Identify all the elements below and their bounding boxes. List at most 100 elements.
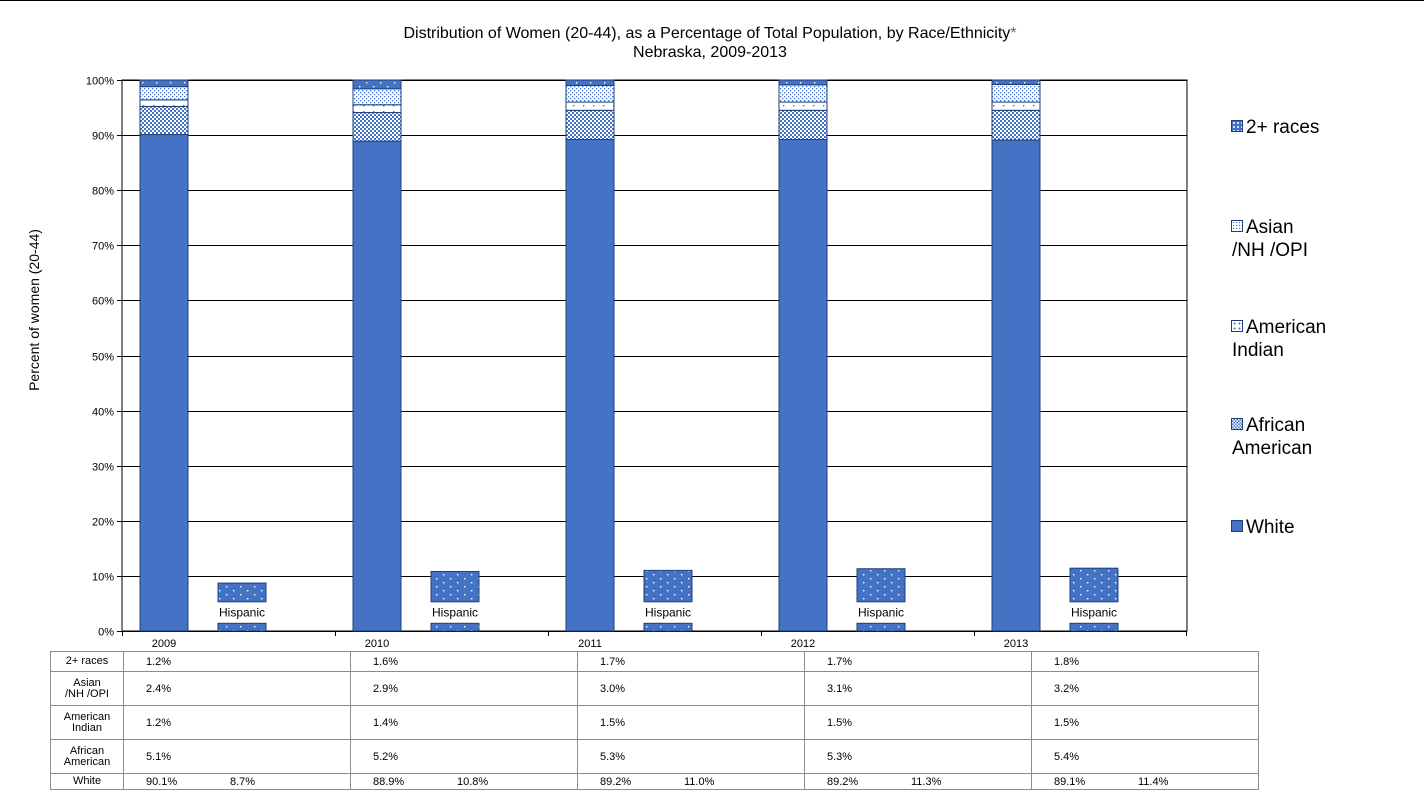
table-value: 88.9% xyxy=(373,775,405,788)
hispanic-bar-label: Hispanic xyxy=(432,606,478,620)
table-value: 89.2% xyxy=(600,775,632,788)
table-cell: 5.4% xyxy=(1031,739,1259,774)
legend-label: American xyxy=(1246,317,1327,338)
table-value: 89.2% xyxy=(827,775,859,788)
table-value: 5.4% xyxy=(1054,750,1080,763)
table-value: 1.7% xyxy=(600,655,626,668)
x-tick-label: 2009 xyxy=(152,638,176,650)
legend-item-asian-nh-opi: Asian/NH /OPI xyxy=(1231,216,1308,262)
row-label: African American xyxy=(50,739,124,774)
table-value: 1.2% xyxy=(146,716,172,729)
y-tick-label: 90% xyxy=(92,131,114,143)
x-tick-label: 2013 xyxy=(1004,638,1028,650)
hispanic-bar-label: Hispanic xyxy=(219,606,265,620)
table-cell: 89.2% 11.0% xyxy=(577,773,805,790)
table-row-asian-nh-opi: Asian/NH /OPI 2.4% 2.9% 3.0% 3.1% 3.2% xyxy=(50,671,1259,706)
legend-swatch xyxy=(1231,120,1243,132)
table-value: 90.1% xyxy=(146,775,178,788)
y-tick-label: 30% xyxy=(92,462,114,474)
y-tick-label: 0% xyxy=(98,627,114,639)
bar-hispanic-base xyxy=(643,622,693,632)
table-cell: 1.5% xyxy=(804,705,1032,740)
bar-american-indian xyxy=(991,101,1041,111)
table-cell: 89.1% 11.4% xyxy=(1031,773,1259,790)
table-value-hispanic: 10.8% xyxy=(457,775,489,788)
table-value: 2.9% xyxy=(373,682,399,695)
table-cell: 1.5% xyxy=(577,705,805,740)
bar-2-races xyxy=(139,79,189,88)
bar-asian-nh-opi xyxy=(991,83,1041,103)
bar-african-american xyxy=(778,109,828,141)
bar-hispanic xyxy=(643,569,693,603)
legend-item-2-races: 2+ races xyxy=(1231,116,1319,139)
bar-hispanic-base xyxy=(856,622,906,632)
legend-swatch xyxy=(1231,418,1243,430)
bar-asian-nh-opi xyxy=(139,86,189,101)
y-tick-label: 70% xyxy=(92,241,114,253)
table-value-hispanic: 11.0% xyxy=(684,775,715,788)
bar-asian-nh-opi xyxy=(778,84,828,103)
bar-hispanic xyxy=(217,582,267,603)
legend-label: /NH /OPI xyxy=(1232,240,1309,261)
legend-label: African xyxy=(1246,415,1306,436)
legend-label: White xyxy=(1246,517,1295,538)
bar-african-american xyxy=(991,109,1041,141)
row-label: Asian/NH /OPI xyxy=(50,671,124,706)
data-table: 2+ races 1.2% 1.6% 1.7% 1.7% 1.8% Asian/NH /OP… xyxy=(50,651,1259,790)
table-cell: 2.9% xyxy=(350,671,578,706)
bar-asian-nh-opi xyxy=(352,88,402,106)
top-border xyxy=(0,0,1424,1)
bar-hispanic xyxy=(1069,567,1119,603)
legend-swatch xyxy=(1231,320,1243,332)
table-row-american-indian: American Indian 1.2% 1.4% 1.5% 1.5% 1.5% xyxy=(50,705,1259,740)
y-tick-label: 20% xyxy=(92,517,114,529)
bar-american-indian xyxy=(565,101,615,111)
table-cell: 88.9% 10.8% xyxy=(350,773,578,790)
bar-hispanic xyxy=(430,570,480,603)
chart-title-block: Distribution of Women (20-44), as a Perc… xyxy=(300,24,1120,62)
table-value: 2.4% xyxy=(146,682,172,695)
table-value: 1.6% xyxy=(373,655,399,668)
hispanic-bar-label: Hispanic xyxy=(858,606,904,620)
x-tick-label: 2012 xyxy=(791,638,815,650)
table-value: 89.1% xyxy=(1054,775,1086,788)
row-label: White xyxy=(50,773,124,790)
table-cell: 1.7% xyxy=(804,651,1032,672)
table-cell: 1.6% xyxy=(350,651,578,672)
table-value: 5.1% xyxy=(146,750,172,763)
legend-item-african-american: African American xyxy=(1231,414,1312,460)
bar-hispanic xyxy=(856,568,906,603)
title-footnote-marker[interactable]: * xyxy=(1010,25,1017,42)
table-value-hispanic: 8.7% xyxy=(230,775,256,788)
table-cell: 3.0% xyxy=(577,671,805,706)
table-cell: 1.2% xyxy=(123,705,351,740)
table-value: 3.2% xyxy=(1054,682,1080,695)
table-value: 1.7% xyxy=(827,655,853,668)
bar-hispanic-base xyxy=(430,622,480,632)
bar-asian-nh-opi xyxy=(565,85,615,103)
bar-white xyxy=(565,139,615,632)
x-tick-label: 2011 xyxy=(578,638,602,650)
table-value-hispanic: 11.4% xyxy=(1138,775,1169,788)
legend-swatch xyxy=(1231,520,1243,532)
table-cell: 3.2% xyxy=(1031,671,1259,706)
bar-american-indian xyxy=(139,99,189,107)
table-cell: 5.3% xyxy=(804,739,1032,774)
row-label: American Indian xyxy=(50,705,124,740)
bar-white xyxy=(778,139,828,632)
bar-white xyxy=(139,134,189,632)
bar-white xyxy=(352,140,402,632)
table-cell: 1.7% xyxy=(577,651,805,672)
table-cell: 5.3% xyxy=(577,739,805,774)
legend-item-white: White xyxy=(1231,516,1295,539)
table-value: 5.2% xyxy=(373,750,399,763)
y-tick-label: 50% xyxy=(92,352,114,364)
table-value: 1.5% xyxy=(1054,716,1080,729)
row-label: 2+ races xyxy=(50,651,124,672)
hispanic-bar-label: Hispanic xyxy=(1071,606,1117,620)
bar-hispanic-base xyxy=(1069,622,1119,632)
y-tick-label: 100% xyxy=(86,76,114,88)
table-cell: 5.2% xyxy=(350,739,578,774)
